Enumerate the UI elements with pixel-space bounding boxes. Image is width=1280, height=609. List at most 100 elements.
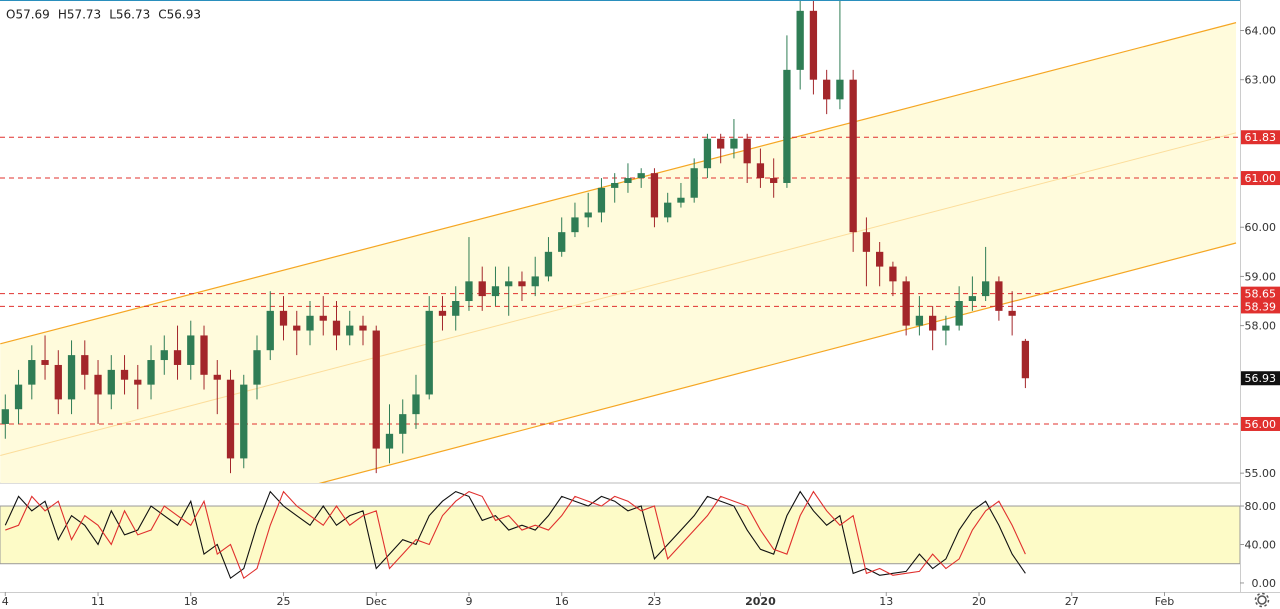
candle-body	[67, 355, 76, 400]
x-tick-label: 16	[555, 595, 569, 608]
candle-body	[915, 315, 924, 326]
candle-body	[491, 286, 500, 297]
candle-body	[412, 394, 420, 415]
x-tick-label: 18	[184, 595, 198, 608]
candle-body	[306, 315, 314, 331]
y-tick-label: 59.00	[1245, 270, 1277, 283]
candle-body	[677, 197, 685, 203]
level-label-box	[1241, 286, 1280, 301]
candle-body	[213, 374, 221, 380]
candle-body	[279, 310, 288, 326]
channel-line	[318, 242, 1237, 483]
candle-body	[796, 10, 804, 70]
candle-body	[518, 281, 526, 287]
candle-body	[465, 281, 473, 302]
candle-body	[319, 315, 327, 321]
x-tick-label: 4	[2, 595, 9, 608]
candle-body	[544, 251, 553, 277]
channel-midline	[0, 132, 1237, 456]
candle-body	[730, 138, 738, 149]
candle-body	[505, 281, 513, 287]
candle-body	[134, 379, 142, 385]
x-tick-label: 13	[879, 595, 893, 608]
candle-body	[14, 384, 23, 410]
candle-body	[120, 369, 129, 380]
candle-body	[862, 232, 871, 252]
y-tick-label: 60.00	[1245, 221, 1277, 234]
x-tick-label: Feb	[1155, 595, 1174, 608]
ohlc-label: O57.69	[6, 8, 50, 22]
band-fill	[0, 505, 1240, 565]
candle-body	[1008, 310, 1016, 316]
candle-body	[425, 310, 433, 395]
level-label: 61.83	[1245, 131, 1277, 144]
candle-body	[332, 320, 341, 336]
last-price-box	[1241, 371, 1280, 386]
candle-body	[756, 163, 765, 179]
x-tick-label: 23	[647, 595, 661, 608]
candle-body	[703, 138, 712, 169]
x-tick-label: 20	[972, 595, 986, 608]
candle-body	[981, 281, 990, 297]
candle-body	[187, 335, 195, 365]
candle-body	[531, 276, 539, 287]
candle-body	[743, 138, 751, 164]
ohlc-label: L56.73	[109, 8, 150, 22]
y-tick-label: 64.00	[1245, 25, 1277, 38]
y-tick-label: 63.00	[1245, 74, 1277, 87]
candle-body	[968, 296, 977, 302]
oscillator-pane	[0, 490, 1240, 580]
level-label: 61.00	[1245, 172, 1277, 185]
x-tick-label: 27	[1065, 595, 1079, 608]
candle-body	[478, 281, 486, 297]
last-price-label: 56.93	[1245, 372, 1277, 385]
candle-body	[849, 79, 857, 233]
level-label: 56.00	[1245, 418, 1277, 431]
candle-body	[94, 374, 102, 395]
candle-body	[955, 301, 963, 326]
candle-body	[995, 281, 1003, 311]
candle-body	[28, 360, 36, 385]
candle-body	[226, 379, 235, 459]
stoch-line	[4, 490, 1026, 580]
candle-body	[664, 202, 672, 218]
stoch-line	[5, 490, 1026, 580]
level-label-box	[1241, 299, 1280, 314]
candle-body	[107, 369, 115, 395]
price-pane	[0, 1, 1240, 483]
candle-body	[650, 173, 659, 218]
candle-body	[1, 409, 9, 424]
candle-body	[160, 350, 168, 361]
candle-body	[809, 10, 818, 80]
y-tick-label: 0.00	[1252, 577, 1277, 590]
candle-body	[571, 217, 579, 233]
candle-body	[597, 187, 606, 213]
settings-icon[interactable]	[1254, 592, 1270, 608]
candle-body	[346, 325, 354, 336]
gear-teeth	[1254, 592, 1270, 608]
candle-body	[41, 360, 49, 365]
candle-body	[147, 360, 155, 385]
level-label-box	[1241, 416, 1280, 431]
gear	[1257, 595, 1267, 605]
candle-body	[823, 79, 831, 100]
candle-body	[611, 182, 619, 188]
level-label: 58.65	[1245, 288, 1277, 301]
x-tick-label: 25	[277, 595, 291, 608]
level-label-box	[1241, 171, 1280, 186]
candle-body	[783, 69, 791, 183]
candle-body	[1021, 340, 1030, 379]
x-tick-label: 2020	[745, 595, 776, 608]
candle-body	[770, 178, 778, 183]
candle-body	[717, 138, 725, 149]
candle-body	[372, 330, 380, 449]
candle-body	[385, 433, 394, 449]
y-tick-label: 40.00	[1245, 538, 1277, 551]
candle-body	[438, 310, 447, 316]
candle-body	[558, 232, 566, 252]
candle-body	[584, 212, 592, 218]
candle-body	[266, 310, 274, 351]
candle-body	[293, 325, 301, 331]
candle-body	[942, 325, 950, 331]
